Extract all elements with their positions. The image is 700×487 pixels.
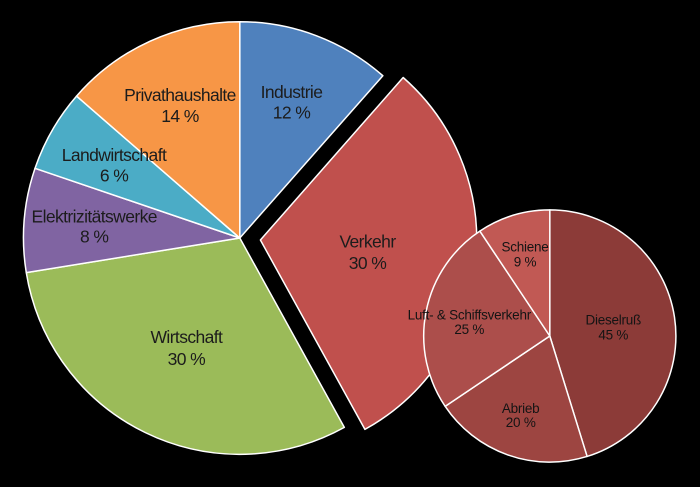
svg-text:30 %: 30 % [349,253,387,273]
svg-text:Dieselruß: Dieselruß [586,313,642,328]
svg-text:8 %: 8 % [80,226,108,246]
svg-text:14 %: 14 % [161,106,199,126]
svg-text:12 %: 12 % [273,102,311,122]
svg-text:Abrieb: Abrieb [502,401,540,416]
svg-text:Elektrizitätswerke: Elektrizitätswerke [32,207,157,227]
svg-text:45 %: 45 % [598,327,628,342]
svg-text:6 %: 6 % [100,165,128,185]
svg-text:9 %: 9 % [514,255,537,270]
svg-text:Wirtschaft: Wirtschaft [151,327,224,347]
svg-text:Landwirtschaft: Landwirtschaft [62,145,167,165]
svg-text:Industrie: Industrie [261,82,323,102]
svg-text:25 %: 25 % [454,322,484,337]
svg-text:30 %: 30 % [168,349,206,369]
svg-text:Schiene: Schiene [501,240,548,255]
svg-text:Privathaushalte: Privathaushalte [124,85,236,105]
svg-text:Luft- & Schiffsverkehr: Luft- & Schiffsverkehr [408,307,532,322]
svg-text:20 %: 20 % [506,415,536,430]
svg-text:Verkehr: Verkehr [339,232,396,252]
